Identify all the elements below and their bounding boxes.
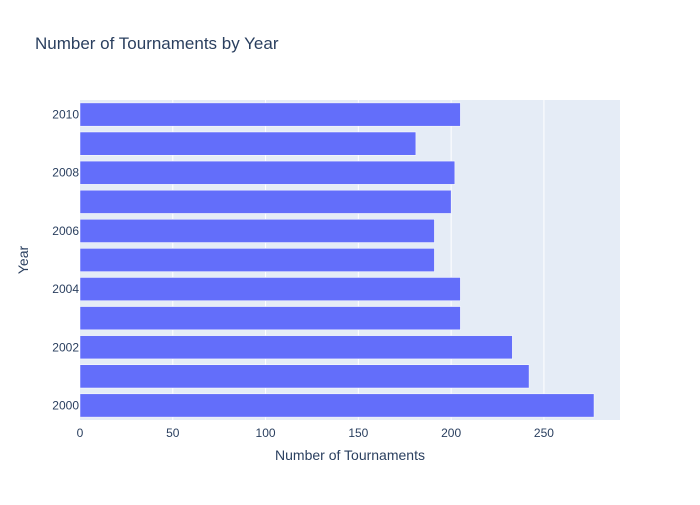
x-axis-title: Number of Tournaments: [275, 447, 425, 463]
bar-2006: [79, 219, 435, 243]
bar-2003: [79, 306, 461, 331]
y-tick-label: 2000: [52, 398, 79, 412]
y-tick-label: 2010: [52, 108, 79, 122]
x-tick-label: 150: [348, 426, 368, 440]
x-tick-label: 250: [534, 426, 554, 440]
y-tick-label: 2008: [52, 166, 79, 180]
x-tick-label: 0: [77, 426, 84, 440]
chart-title: Number of Tournaments by Year: [35, 34, 279, 53]
x-tick-label: 200: [441, 426, 461, 440]
x-tick-label: 50: [166, 426, 180, 440]
bar-2008: [79, 160, 456, 185]
x-axis-ticks: 0 50 100 150 200 250: [77, 426, 555, 440]
bar-2004: [79, 277, 461, 301]
y-axis-ticks: 2000 2002 2004 2006 2008 2010: [52, 108, 79, 413]
y-tick-label: 2002: [52, 340, 79, 354]
bar-2005: [79, 248, 435, 272]
y-tick-label: 2006: [52, 224, 79, 238]
bars: [79, 102, 595, 418]
bar-2001: [79, 364, 530, 389]
x-tick-label: 100: [256, 426, 276, 440]
bar-2009: [79, 131, 417, 156]
bar-2000: [79, 393, 595, 418]
y-axis-title: Year: [15, 246, 31, 275]
y-tick-label: 2004: [52, 282, 79, 296]
bar-2002: [79, 335, 513, 360]
bar-2007: [79, 189, 452, 214]
bar-2010: [79, 102, 461, 127]
